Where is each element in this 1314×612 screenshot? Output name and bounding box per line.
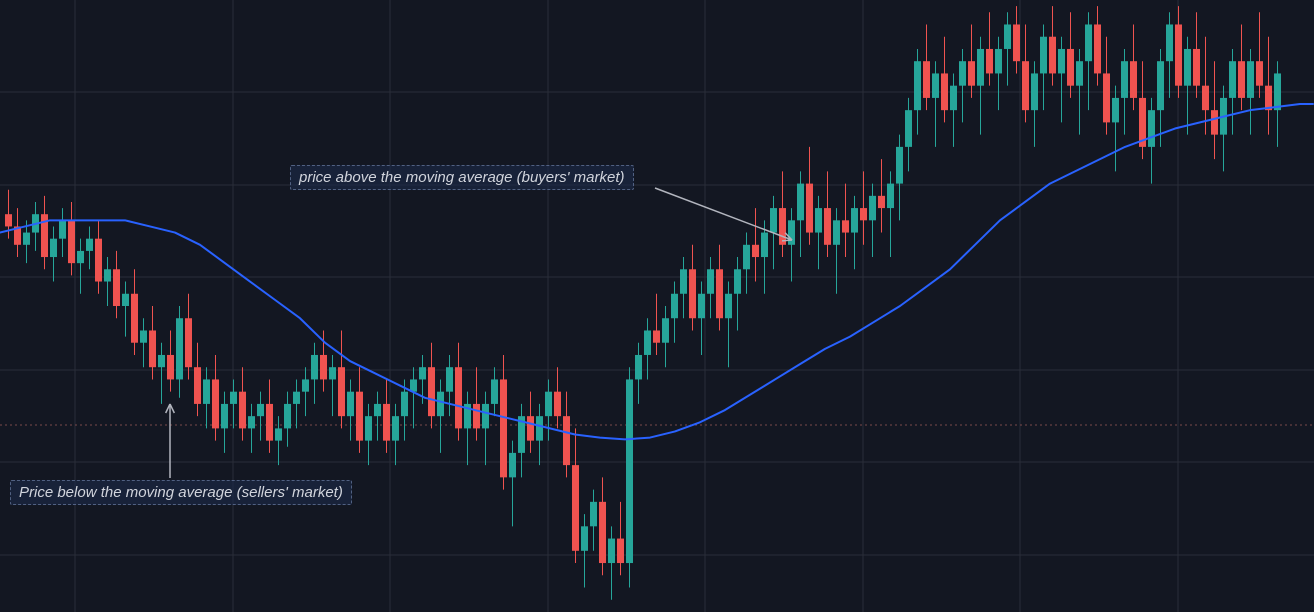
annotation-sellers: Price below the moving average (sellers'… xyxy=(10,480,352,505)
chart-canvas xyxy=(0,0,1314,612)
candlestick-chart[interactable]: price above the moving average (buyers' … xyxy=(0,0,1314,612)
annotation-buyers: price above the moving average (buyers' … xyxy=(290,165,634,190)
